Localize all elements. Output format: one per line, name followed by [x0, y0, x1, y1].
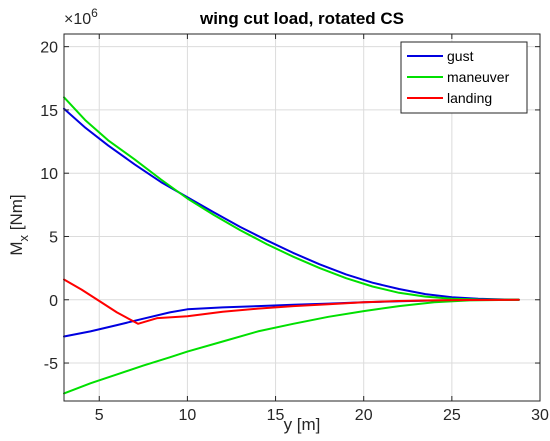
y-tick-label: 20 — [40, 40, 58, 57]
y-axis-title-base: M — [7, 241, 26, 255]
y-multiplier-base: ×10 — [64, 11, 91, 28]
series-line-maneuver — [63, 298, 520, 395]
x-tick-label: 30 — [531, 407, 549, 424]
y-tick-label: 0 — [49, 293, 58, 310]
x-tick-label: 20 — [355, 407, 373, 424]
y-tick-label: 15 — [40, 103, 58, 120]
x-tick-label: 10 — [179, 407, 197, 424]
x-axis-title: y [m] — [284, 415, 321, 434]
legend-label-landing: landing — [447, 90, 492, 106]
plot-area-frame — [63, 33, 541, 402]
x-tick-label: 5 — [95, 407, 104, 424]
x-tick-label: 15 — [267, 407, 285, 424]
y-axis-title: Mx [Nm] — [7, 194, 31, 255]
y-axis-title-unit: [Nm] — [7, 194, 26, 235]
y-multiplier: ×106 — [64, 6, 98, 28]
ticks: 5 10 15 20 25 30 -5 0 5 10 15 20 — [40, 34, 549, 424]
y-tick-label: 5 — [49, 229, 58, 246]
series-line-gust — [63, 107, 520, 301]
legend-box — [400, 41, 528, 114]
x-tick-label: 25 — [443, 407, 461, 424]
legend: gust maneuver landing — [400, 41, 528, 114]
y-axis-title-subscript: x — [16, 234, 31, 241]
series-line-maneuver — [63, 96, 520, 301]
series-line-landing — [63, 278, 520, 325]
y-tick-label: -5 — [44, 356, 58, 373]
chart-title: wing cut load, rotated CS — [199, 9, 404, 28]
legend-label-gust: gust — [447, 48, 474, 64]
series-layer — [63, 96, 520, 395]
y-multiplier-exponent: 6 — [91, 6, 98, 20]
y-tick-label: 10 — [40, 166, 58, 183]
legend-label-maneuver: maneuver — [447, 69, 510, 85]
